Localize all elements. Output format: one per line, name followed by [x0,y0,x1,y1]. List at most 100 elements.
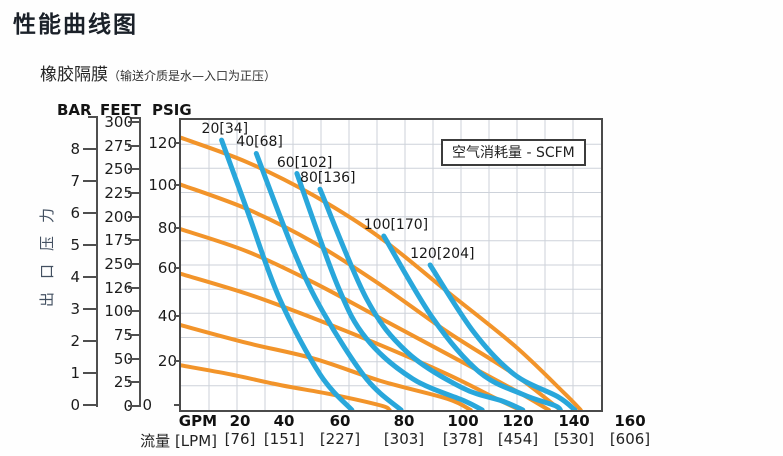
bar-axis-header: BAR [57,101,92,119]
feet-tick-label: 75 [113,326,133,344]
subtitle-note: （输送介质是水—入口为正压） [108,69,277,83]
bar-tick-label: 6 [70,204,80,222]
feet-tick-label: 175 [104,231,133,249]
feet-axis-header: FEET [100,101,141,119]
bar-axis-line [96,116,98,407]
feet-tick [128,381,139,383]
feet-tick-label: 100 [104,302,133,320]
page-title: 性能曲线图 [13,12,138,38]
bar-tick-label: 1 [70,364,80,382]
psig-tick [174,360,179,362]
lpm-tick-label: [227] [319,430,361,448]
psig-tick-label: 60 [157,259,177,277]
bar-tick [83,404,96,406]
x-axis-unit-gpm: GPM [178,412,217,430]
x-axis-unit-lpm: 流量 [LPM] [140,432,217,450]
psig-tick-label: 100 [148,176,177,194]
air-consumption-curve [381,233,563,413]
feet-tick-label: 275 [104,137,133,155]
air-consumption-curve [253,151,404,413]
feet-tick [128,168,139,170]
bar-tick-label: 8 [70,140,80,158]
psig-tick-label: 0 [142,396,152,414]
feet-tick [128,334,139,336]
bar-tick [83,340,96,342]
gpm-tick-label: 100 [447,412,479,430]
bar-tick [83,148,96,150]
feet-tick-label: 300 [104,113,133,131]
feet-tick [128,145,139,147]
discharge-pressure-curve [179,363,392,412]
bar-tick-label: 2 [70,332,80,350]
air-curve-label: 80[136] [300,170,356,187]
gpm-tick-label: 60 [329,412,351,430]
air-curve-label: 120[204] [410,246,475,262]
bar-tick-label: 3 [70,300,80,318]
psig-tick [174,315,179,317]
feet-tick-label: 25 [113,373,133,391]
feet-tick [128,263,139,265]
gpm-tick-label: 160 [614,412,646,430]
lpm-tick-label: [530] [553,430,595,448]
feet-tick [128,310,139,312]
gpm-tick-label: 40 [273,412,295,430]
feet-tick [128,121,139,123]
lpm-tick-label: [606] [609,430,651,448]
lpm-tick-label: [454] [497,430,539,448]
feet-tick [128,216,139,218]
psig-tick-label: 20 [157,352,177,370]
gpm-tick-label: 80 [393,412,415,430]
feet-tick [128,358,139,360]
gpm-tick-label: 120 [502,412,534,430]
feet-tick-label: 50 [113,350,133,368]
bar-tick [83,276,96,278]
feet-tick [128,239,139,241]
psig-tick [174,184,179,186]
air-consumption-curve [427,262,578,413]
air-consumption-curve [294,171,485,413]
air-curve-label: 60[102] [276,154,333,171]
feet-tick-label: 200 [104,208,133,226]
performance-curves-svg [179,120,601,413]
feet-axis-top-stub [131,117,139,119]
lpm-tick-label: [151] [263,430,305,448]
bar-axis-top-stub [88,116,96,118]
discharge-pressure-curve [179,323,473,412]
feet-tick-label: 126 [104,279,133,297]
bar-tick-label: 4 [70,268,80,286]
plot-area [179,118,603,413]
chart-subtitle: 橡胶隔膜（输送介质是水—入口为正压） [40,60,276,85]
bar-tick [83,308,96,310]
air-curve-label: 40[68] [236,134,283,151]
gpm-tick-label: 140 [558,412,590,430]
psig-tick-label: 40 [157,307,177,325]
feet-axis-line [139,117,141,407]
feet-tick [128,192,139,194]
gpm-tick-label: 20 [229,412,251,430]
bar-tick [83,244,96,246]
lpm-tick-label: [378] [442,430,484,448]
bar-tick-label: 7 [70,172,80,190]
psig-tick-label: 120 [148,134,177,152]
feet-tick-label: 250 [104,160,133,178]
psig-axis-header: PSIG [152,101,192,119]
air-curve-label: 100[170] [363,217,429,233]
feet-tick-label: 225 [104,184,133,202]
lpm-tick-label: [76] [224,430,256,448]
psig-tick [174,227,179,229]
air-curve-label: 20[34] [201,121,249,138]
psig-tick [174,267,179,269]
lpm-tick-label: [303] [383,430,425,448]
air-consumption-curve [219,137,355,413]
subtitle-main: 橡胶隔膜 [40,65,108,85]
bar-tick [83,372,96,374]
psig-tick [174,142,179,144]
bar-tick-label: 5 [70,236,80,254]
feet-tick [128,405,139,407]
psig-tick-label: 80 [157,219,177,237]
air-consumption-curve [317,186,526,413]
feet-tick-label: 250 [104,255,133,273]
legend-box: 空气消耗量 - SCFM [441,139,586,166]
psig-tick [174,404,179,406]
